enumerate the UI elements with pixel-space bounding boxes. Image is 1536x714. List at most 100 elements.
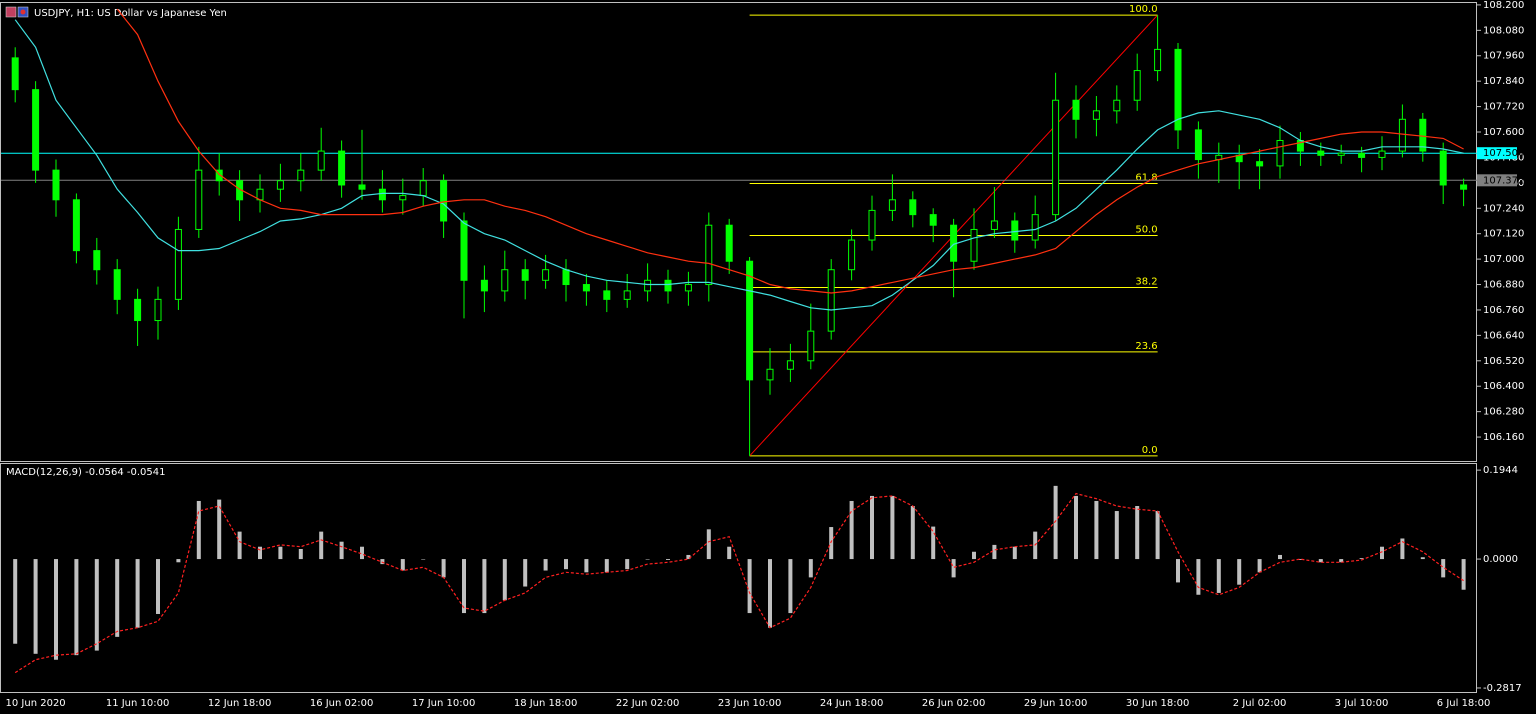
candle-body [970,228,978,262]
moving-average [14,19,1464,311]
macd-bar [768,559,772,628]
candle-body [460,220,468,281]
candle-body [868,209,876,241]
macd-bar [1196,559,1201,595]
candle-body [603,290,611,300]
candle-body [888,199,896,211]
candle-body [378,188,386,201]
macd-bar [972,551,976,560]
fibo-label: 61.8 [1135,172,1157,183]
y-tick-label: 106.400 [1483,381,1524,392]
macd-panel-border [0,463,1477,693]
candle-body [684,284,692,292]
price-label: 107.372 [1483,175,1524,186]
y-tick-label: -0.2817 [1483,683,1522,694]
macd-bar [74,559,79,656]
candle-body [1133,70,1141,101]
candle-body [1011,220,1019,241]
x-tick-label: 16 Jun 02:00 [310,698,374,709]
candle-body [1439,150,1447,186]
macd-bar [502,559,507,601]
macd-bar [564,559,568,570]
candle-body [1337,152,1345,156]
x-tick-label: 11 Jun 10:00 [106,698,170,709]
y-tick-label: 0.1944 [1483,465,1518,476]
macd-bar [217,499,222,560]
price-label: 107.500 [1483,148,1524,159]
macd-bar [1053,485,1058,560]
macd-bar [1176,559,1180,583]
candle-body [399,195,407,201]
x-tick-label: 24 Jun 18:00 [820,698,884,709]
macd-bar [462,559,466,614]
candle-body [542,269,550,281]
x-tick-label: 18 Jun 18:00 [514,698,578,709]
macd-bar [1135,505,1140,560]
macd-bar [1380,546,1384,560]
candle-body [276,180,284,190]
signal-line [14,492,1464,674]
candle-body [1358,152,1366,158]
macd-bar [421,559,426,560]
candle-body [1194,129,1202,161]
candle-body [766,368,774,381]
macd-bar [360,546,364,560]
macd-bar [258,546,262,560]
macd-bar [1237,559,1242,585]
macd-bar [706,529,711,560]
candle-body [1419,118,1427,152]
y-tick-label: 106.640 [1483,330,1524,341]
macd-bar [400,559,405,571]
macd-bar [992,544,997,560]
candle-body [11,57,19,91]
macd-bar [910,505,915,560]
macd-bar [1114,511,1119,560]
candle-body [1378,150,1386,158]
x-tick-label: 3 Jul 10:00 [1335,698,1389,709]
candle-body [909,199,917,216]
y-tick-label: 108.080 [1483,25,1524,36]
fibo-label: 50.0 [1135,224,1157,235]
candle-body [705,224,713,286]
macd-bar [1359,558,1364,560]
x-tick-label: 10 Jun 2020 [6,698,66,709]
candle-body [1460,184,1468,190]
candle-body [32,89,40,171]
price-label-bg [1477,147,1517,160]
candle-body [1398,118,1406,152]
macd-bar [1257,559,1262,573]
fibo-label: 23.6 [1135,341,1157,352]
y-tick-label: 106.280 [1483,407,1524,418]
macd-bar [94,559,99,651]
candle-body [582,284,590,292]
macd-bar [523,559,528,587]
candle-body [1154,48,1162,72]
macd-bar [237,531,242,560]
macd-bar [1074,495,1078,560]
x-tick-label: 17 Jun 10:00 [412,698,476,709]
y-tick-label: 107.240 [1483,203,1524,214]
y-tick-label: 107.840 [1483,76,1524,87]
candle-body [72,199,80,252]
macd-bar [1155,511,1160,560]
macd-bar [666,559,670,560]
macd-bar [849,500,854,560]
macd-bar [543,559,548,571]
y-tick-label: 0.0000 [1483,554,1518,565]
candle-body [174,228,182,300]
flag-dot [20,9,26,15]
candle-body [317,150,325,171]
fibo-label: 38.2 [1135,277,1157,288]
candle-body [93,250,101,271]
candle-body [297,169,305,182]
y-tick-label: 106.520 [1483,356,1524,367]
macd-bar [1012,546,1017,560]
candle-body [786,360,794,370]
y-tick-label: 107.960 [1483,51,1524,62]
macd-bar [1339,559,1344,563]
macd-title: MACD(12,26,9) -0.0564 -0.0541 [6,467,166,478]
candle-body [664,279,672,292]
candle-body [195,169,203,230]
x-tick-label: 23 Jun 10:00 [718,698,782,709]
macd-bar [645,559,650,560]
